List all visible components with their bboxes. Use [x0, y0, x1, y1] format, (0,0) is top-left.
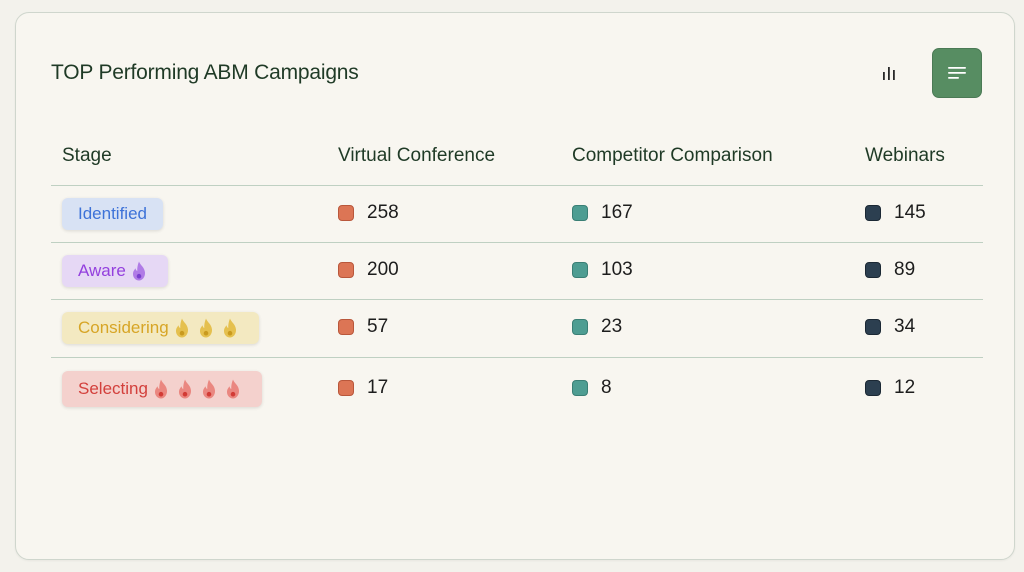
competitor-comparison-cell: 8 [572, 377, 612, 399]
competitor-comparison-cell: 23 [572, 316, 622, 338]
table-row: Identified 258 167 145 [51, 186, 983, 243]
stage-label: Identified [78, 204, 147, 223]
webinars-cell: 12 [865, 377, 915, 399]
campaigns-card: TOP Performing ABM Campaigns Stage Virtu… [15, 12, 1015, 560]
column-header-virtual-conference[interactable]: Virtual Conference [338, 145, 496, 166]
column-header-webinars[interactable]: Webinars [865, 145, 945, 166]
webinars-value: 34 [894, 316, 916, 337]
flame-icon [178, 379, 191, 399]
column-header-stage[interactable]: Stage [62, 145, 112, 166]
stage-badge-selecting: Selecting [62, 371, 262, 407]
competitor-comparison-value: 23 [601, 316, 623, 337]
stage-label: Selecting [78, 379, 148, 398]
webinars-swatch [865, 205, 881, 221]
webinars-cell: 145 [865, 202, 926, 224]
webinars-swatch [865, 262, 881, 278]
webinars-value: 145 [894, 202, 926, 223]
flame-icon [199, 318, 212, 338]
stage-label: Considering [78, 318, 169, 337]
table-view-button[interactable] [932, 48, 982, 98]
competitor-comparison-value: 8 [601, 377, 612, 398]
list-lines-icon [948, 67, 966, 79]
flame-icon [202, 379, 215, 399]
table-row: Considering 57 23 34 [51, 300, 983, 358]
virtual-conference-value: 258 [367, 202, 399, 223]
virtual-conference-value: 57 [367, 316, 389, 337]
competitor-comparison-swatch [572, 262, 588, 278]
virtual-conference-value: 17 [367, 377, 389, 398]
virtual-conference-swatch [338, 262, 354, 278]
webinars-swatch [865, 380, 881, 396]
table-row: Aware 200 103 89 [51, 243, 983, 300]
virtual-conference-cell: 17 [338, 377, 388, 399]
table-header-row: Stage Virtual Conference Competitor Comp… [51, 131, 983, 186]
virtual-conference-swatch [338, 205, 354, 221]
virtual-conference-cell: 200 [338, 259, 399, 281]
webinars-value: 12 [894, 377, 916, 398]
webinars-cell: 89 [865, 259, 915, 281]
webinars-cell: 34 [865, 316, 915, 338]
virtual-conference-swatch [338, 319, 354, 335]
stage-badge-aware: Aware [62, 255, 168, 287]
stage-label: Aware [78, 261, 126, 280]
virtual-conference-swatch [338, 380, 354, 396]
virtual-conference-cell: 258 [338, 202, 399, 224]
competitor-comparison-swatch [572, 319, 588, 335]
competitor-comparison-cell: 167 [572, 202, 633, 224]
flame-icon [132, 261, 145, 281]
competitor-comparison-value: 167 [601, 202, 633, 223]
flame-icon [223, 318, 236, 338]
flame-icons [150, 378, 246, 400]
card-title: TOP Performing ABM Campaigns [51, 61, 359, 84]
campaigns-table: Stage Virtual Conference Competitor Comp… [51, 131, 983, 418]
flame-icons [128, 260, 152, 282]
chart-view-button[interactable] [864, 48, 914, 98]
competitor-comparison-value: 103 [601, 259, 633, 280]
bar-chart-icon [883, 67, 895, 80]
competitor-comparison-cell: 103 [572, 259, 633, 281]
table-row: Selecting 17 8 12 [51, 358, 983, 418]
virtual-conference-value: 200 [367, 259, 399, 280]
virtual-conference-cell: 57 [338, 316, 388, 338]
stage-badge-identified: Identified [62, 198, 163, 230]
flame-icon [154, 379, 167, 399]
column-header-competitor-comparison[interactable]: Competitor Comparison [572, 145, 773, 166]
stage-badge-considering: Considering [62, 312, 259, 344]
webinars-swatch [865, 319, 881, 335]
competitor-comparison-swatch [572, 380, 588, 396]
flame-icon [175, 318, 188, 338]
flame-icon [226, 379, 239, 399]
webinars-value: 89 [894, 259, 916, 280]
flame-icons [171, 317, 243, 339]
competitor-comparison-swatch [572, 205, 588, 221]
